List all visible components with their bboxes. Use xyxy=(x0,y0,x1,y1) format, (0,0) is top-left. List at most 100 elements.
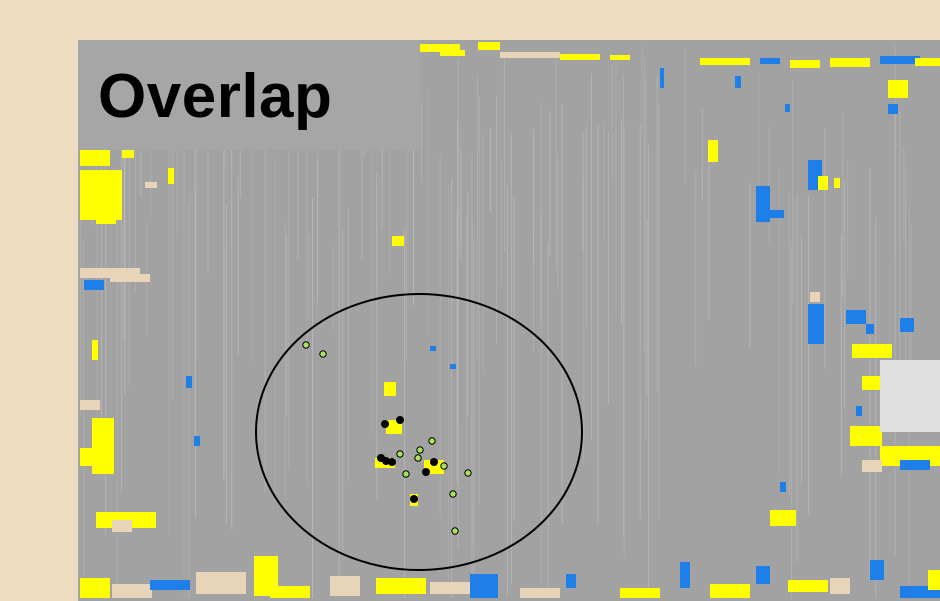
map-streak xyxy=(413,94,414,306)
map-streak xyxy=(471,219,473,547)
highlight-patch xyxy=(760,58,780,64)
map-streak xyxy=(466,217,467,484)
highlight-patch xyxy=(80,400,100,410)
map-streak xyxy=(371,66,373,435)
highlight-patch xyxy=(500,52,560,58)
map-streak xyxy=(381,115,383,229)
map-streak xyxy=(457,60,459,549)
green-point-marker xyxy=(414,454,422,462)
black-point-marker xyxy=(396,416,404,424)
highlight-patch xyxy=(330,576,360,596)
map-streak xyxy=(306,92,308,485)
map-streak xyxy=(507,185,508,597)
map-streak xyxy=(582,133,584,251)
highlight-patch xyxy=(186,376,192,388)
map-streak xyxy=(557,158,559,291)
map-streak xyxy=(788,193,790,496)
map-streak xyxy=(286,234,288,416)
highlight-patch xyxy=(110,274,150,282)
highlight-patch xyxy=(710,584,750,598)
highlight-patch xyxy=(440,50,465,56)
highlight-patch xyxy=(830,58,870,67)
map-streak xyxy=(549,111,551,256)
map-streak xyxy=(338,122,340,583)
map-streak xyxy=(648,144,649,599)
green-point-marker xyxy=(451,527,459,535)
highlight-patch xyxy=(770,510,796,526)
highlight-patch xyxy=(780,482,786,492)
green-point-marker xyxy=(416,446,424,454)
highlight-patch xyxy=(96,210,116,224)
map-streak xyxy=(695,172,697,366)
map-streak xyxy=(894,105,896,557)
black-point-marker xyxy=(422,468,430,476)
green-point-marker xyxy=(440,462,448,470)
highlight-patch xyxy=(756,566,770,584)
map-streak xyxy=(621,119,622,325)
highlight-patch xyxy=(870,560,884,580)
map-streak xyxy=(80,142,82,415)
highlight-patch xyxy=(430,582,470,594)
map-streak xyxy=(451,179,453,598)
map-streak xyxy=(561,104,563,525)
map-streak xyxy=(645,75,647,441)
map-streak xyxy=(389,95,391,277)
map-streak xyxy=(623,124,625,558)
highlight-patch xyxy=(145,182,157,188)
map-streak xyxy=(100,75,102,453)
highlight-patch xyxy=(478,42,500,50)
highlight-patch xyxy=(700,58,750,65)
map-streak xyxy=(274,158,276,495)
map-streak xyxy=(768,127,770,244)
map-streak xyxy=(171,144,173,401)
map-streak xyxy=(176,110,178,234)
highlight-patch xyxy=(830,578,850,594)
point-markers xyxy=(302,341,472,535)
highlight-patch xyxy=(915,58,940,66)
highlight-patch xyxy=(470,574,498,598)
map-streak xyxy=(376,185,378,501)
highlight-patch xyxy=(384,382,396,396)
highlight-patch xyxy=(785,104,790,112)
highlight-patch xyxy=(150,580,190,590)
map-streak xyxy=(317,162,319,298)
map-streak xyxy=(189,190,191,598)
highlight-patch xyxy=(376,578,426,594)
highlight-patch xyxy=(880,56,920,64)
map-streak xyxy=(842,113,844,299)
map-streak xyxy=(510,133,512,585)
map-streak xyxy=(622,74,624,537)
black-point-marker xyxy=(388,458,396,466)
map-streak xyxy=(708,143,710,320)
highlight-patch xyxy=(560,54,600,60)
map-streak xyxy=(591,73,592,440)
map-streak xyxy=(342,226,343,559)
highlight-patch xyxy=(80,578,110,598)
map-streak xyxy=(585,127,587,327)
map-streak xyxy=(308,236,310,320)
map-streak xyxy=(583,177,585,464)
map-highlight-patches xyxy=(80,42,940,598)
map-streak xyxy=(503,55,505,253)
map-streak xyxy=(105,157,107,535)
map-streak xyxy=(905,166,907,387)
title-box: Overlap xyxy=(78,40,420,150)
map-streak xyxy=(895,45,897,259)
highlight-patch xyxy=(888,80,908,98)
highlight-patch xyxy=(862,376,882,390)
map-streak xyxy=(456,212,458,482)
map-streak xyxy=(239,105,241,199)
map-streak xyxy=(427,89,429,334)
highlight-patch xyxy=(862,460,882,472)
map-streak xyxy=(83,240,85,583)
green-point-marker xyxy=(402,470,410,478)
black-point-marker xyxy=(430,458,438,466)
map-streak xyxy=(656,76,658,392)
highlight-patch xyxy=(122,148,134,158)
highlight-patch xyxy=(610,55,630,60)
map-streak xyxy=(123,115,125,342)
highlight-patch xyxy=(566,574,576,588)
highlight-patch xyxy=(852,344,892,358)
map-streak xyxy=(840,234,842,476)
green-point-marker xyxy=(428,437,436,445)
